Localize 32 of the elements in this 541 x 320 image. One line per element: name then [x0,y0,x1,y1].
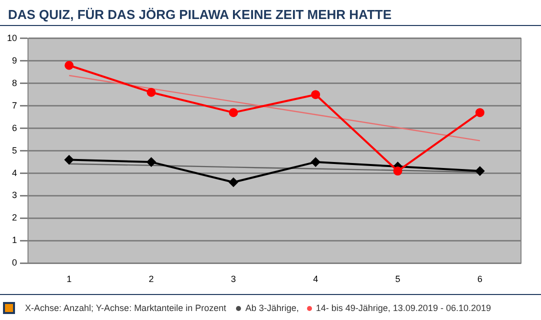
point [64,60,74,70]
point [475,108,484,118]
y-tick-label: 10 [6,32,18,43]
y-tick-label: 3 [12,190,18,200]
y-tick-label: 0 [12,258,18,268]
x-tick-label: 6 [477,274,482,284]
x-tick-label: 3 [230,274,236,284]
y-tick-label: 4 [12,168,18,178]
x-tick-label: 5 [395,274,400,284]
point [311,90,320,100]
y-tick-label: 5 [12,145,18,156]
y-tick-label: 1 [12,235,18,246]
point [228,178,238,187]
y-tick-label: 7 [12,100,18,110]
y-tick-label: 9 [12,55,18,66]
point [393,166,402,176]
point [146,88,156,97]
point [146,158,156,167]
y-tick-label: 8 [12,78,18,88]
x-tick-label: 4 [313,274,318,284]
legend-label: 14- bis 49-Jährige, 13.09.2019 - 06.10.2019 [316,303,491,313]
legend-label: Ab 3-Jährige, [245,303,299,313]
y-tick-label: 2 [12,212,18,223]
x-tick-label: 2 [148,274,154,284]
chart-title: DAS QUIZ, FÜR DAS JÖRG PILAWA KEINE ZEIT MEHR HATTE [0,0,541,26]
point [64,155,74,164]
point [475,166,484,176]
point [311,158,320,167]
y-tick-label: 6 [12,122,18,133]
text: X-Achse: Anzahl; Y-Achse: Marktanteile in Prozent [25,303,226,313]
point [228,108,238,118]
x-tick-label: 1 [66,274,72,284]
